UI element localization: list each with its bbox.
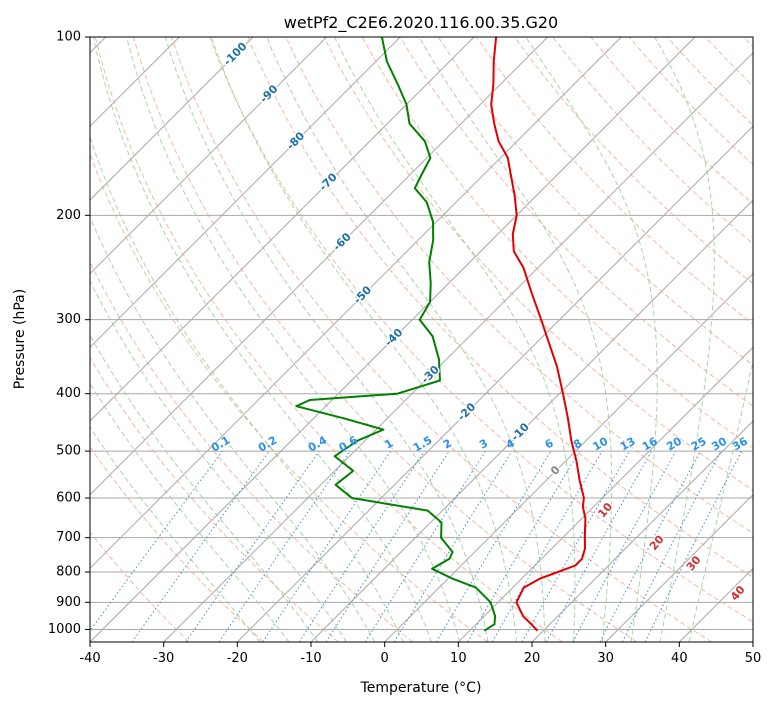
isotherm-line (236, 125, 753, 642)
moist-adiabat-line (90, 135, 404, 642)
mixing-ratio-line (262, 450, 392, 642)
dry-adiabat-line (361, 37, 753, 449)
dry-adiabat-line (132, 37, 638, 642)
moist-adiabat-line (126, 37, 461, 642)
mixing-ratio-line (131, 450, 270, 642)
dry-adiabat-line (90, 260, 414, 642)
y-axis-label: Pressure (hPa) (12, 289, 28, 389)
mixing-ratio-line (545, 450, 653, 642)
isotherm-line (531, 420, 753, 642)
moist-adiabat-line (688, 358, 753, 642)
y-tick-label: 600 (56, 491, 81, 506)
mixing-ratio-line (218, 450, 351, 642)
dry-adiabat-line (247, 37, 753, 578)
mixing-ratio-line (325, 450, 450, 642)
moist-adiabat-line (90, 215, 376, 642)
isotherm-line (384, 272, 753, 642)
mixing-ratio-line (185, 450, 320, 642)
dry-adiabat-line (90, 531, 190, 642)
y-tick-label: 800 (56, 565, 81, 580)
dry-adiabat-line (437, 37, 753, 366)
y-tick-label: 400 (56, 386, 81, 401)
dry-adiabat-line (171, 37, 712, 642)
dry-adiabat-line (323, 37, 753, 491)
y-tick-label: 900 (56, 595, 81, 610)
isotherm-line (752, 641, 753, 642)
moist-adiabat-line (654, 37, 715, 642)
x-tick-label: -20 (227, 651, 248, 666)
dry-adiabat-line (399, 37, 753, 407)
mixing-ratio-line (572, 450, 677, 642)
y-tick-label: 300 (56, 312, 81, 327)
chart-title: wetPf2_C2E6.2020.116.00.35.G20 (284, 13, 558, 33)
x-tick-label: -40 (79, 651, 100, 666)
isotherm-line (163, 51, 753, 642)
moist-adiabat-line (92, 37, 432, 642)
dry-adiabat-line (90, 446, 264, 642)
x-tick-label: 0 (381, 651, 389, 666)
isotherm-line (605, 493, 753, 642)
plot-frame (89, 36, 754, 643)
moist-adiabat-line (90, 334, 319, 642)
temperature-line (490, 37, 587, 632)
axes: -40 -30 -20 -10 0 10 20 30 40 50 100 200 300 400 500 60… (48, 30, 761, 667)
dry-adiabat-line (94, 37, 563, 642)
moist-adiabat-line (525, 37, 658, 642)
dry-adiabat-line (285, 37, 753, 535)
background-lines (90, 37, 753, 642)
moist-adiabat-line (210, 37, 517, 642)
x-tick-label: 40 (671, 651, 688, 666)
isotherm-line (90, 37, 475, 422)
x-tick-label: -30 (153, 651, 174, 666)
dry-adiabat-line (90, 356, 339, 642)
mixing-ratio-line (644, 450, 743, 642)
isotherm-line (90, 37, 622, 570)
moist-adiabat-line (334, 37, 576, 642)
moist-adiabat-line (90, 426, 261, 642)
y-tick-label: 700 (56, 530, 81, 545)
mixing-ratio-line (521, 450, 630, 642)
dry-adiabat-line (514, 37, 753, 285)
moist-adiabat-line (266, 37, 546, 642)
dry-adiabat-line (209, 37, 753, 623)
x-tick-label: 30 (597, 651, 614, 666)
y-tick-label: 500 (56, 444, 81, 459)
y-tick-label: 100 (56, 30, 81, 45)
isotherm-line (90, 37, 254, 201)
y-tick-label: 200 (56, 208, 81, 223)
x-tick-label: 10 (450, 651, 467, 666)
moist-adiabat-line (418, 37, 613, 642)
dewpoint-line (295, 37, 497, 632)
x-tick-label: -10 (300, 651, 321, 666)
x-axis-label: Temperature (°C) (360, 680, 482, 696)
isotherm-line (90, 37, 696, 642)
moist-adiabat-line (90, 382, 290, 642)
mixing-ratio-line (393, 450, 513, 642)
mixing-ratio-line (90, 450, 223, 632)
dry-adiabat-line (90, 152, 488, 642)
isotherm-line (90, 37, 549, 496)
isotherm-line (90, 37, 401, 349)
mixing-ratio-line (298, 450, 425, 642)
x-tick-label: 50 (745, 651, 762, 666)
profile-series (295, 37, 587, 632)
isotherm-line (457, 346, 753, 642)
isotherm-line (90, 37, 328, 275)
x-tick-label: 20 (524, 651, 541, 666)
y-tick-label: 1000 (48, 622, 81, 637)
moist-adiabat-line (164, 37, 489, 642)
